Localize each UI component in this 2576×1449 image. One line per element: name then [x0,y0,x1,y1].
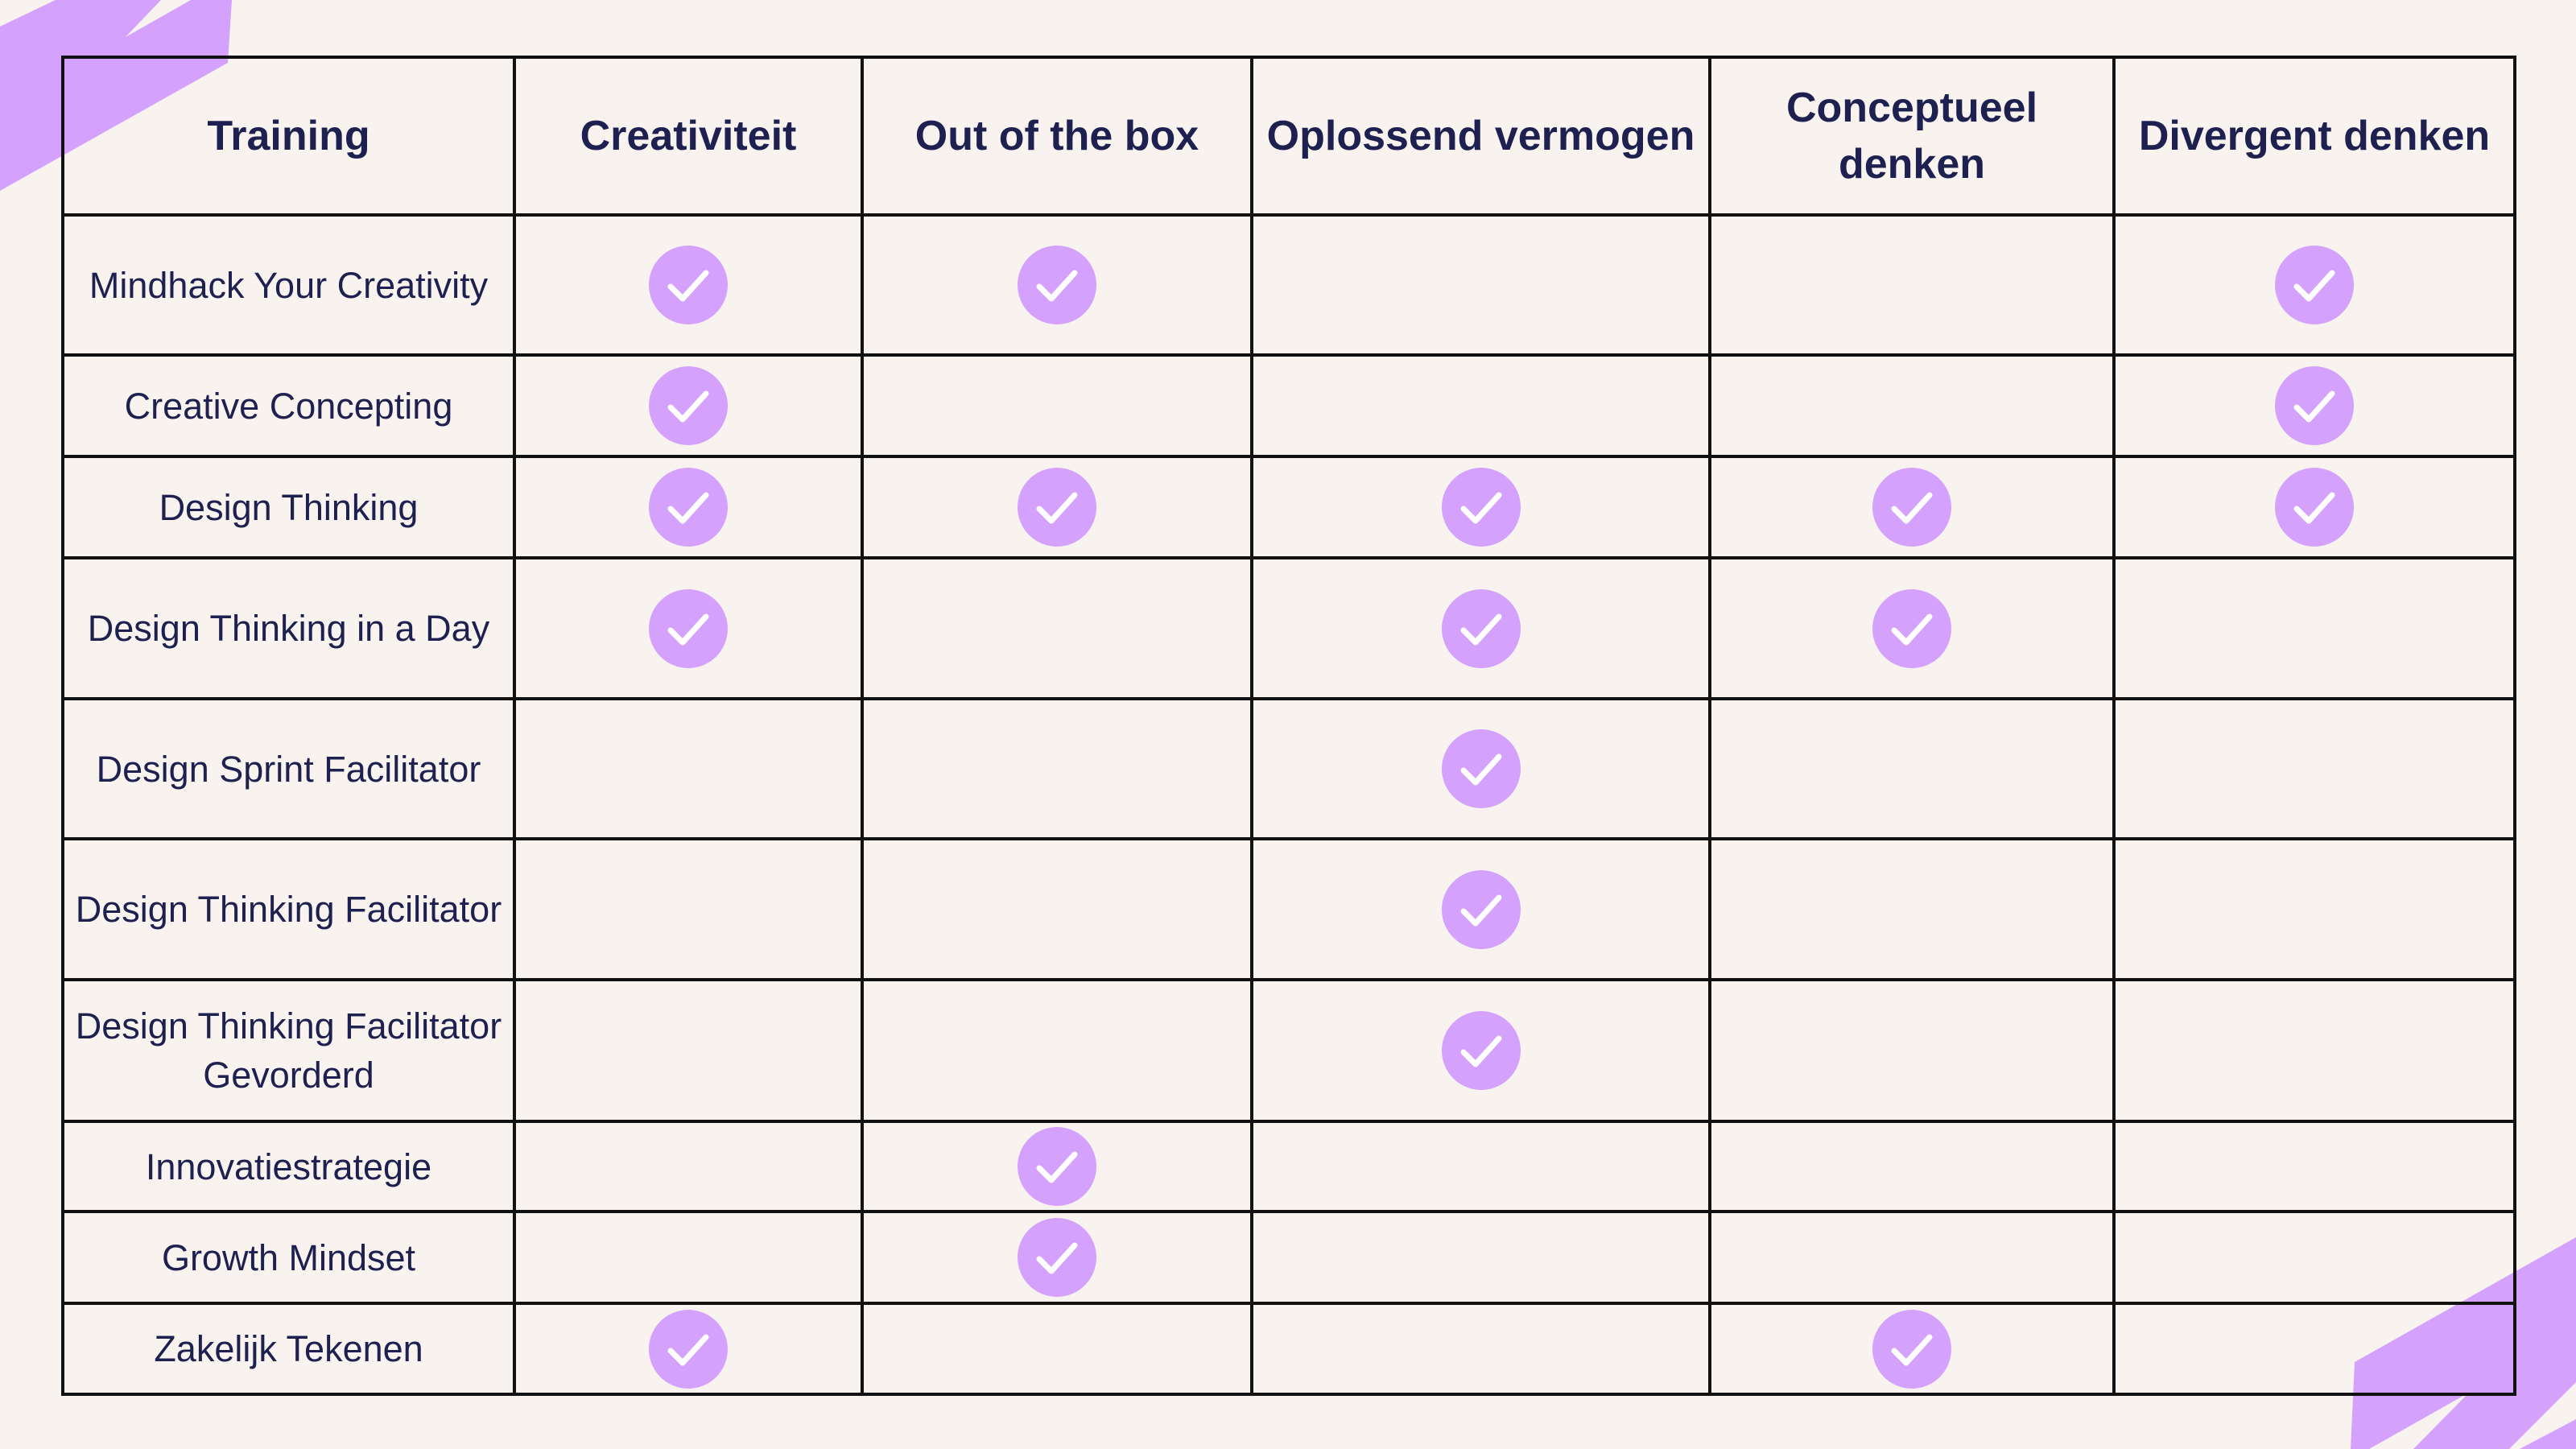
table-row: Design Thinking [61,455,2516,559]
skill-cell [861,1210,1253,1305]
skill-cell [2112,978,2516,1123]
check-circle-icon [2275,468,2354,547]
training-name: Design Thinking in a Day [61,556,516,700]
check-circle-icon [649,366,728,445]
table-row: Design Thinking in a Day [61,556,2516,700]
check-circle-icon [1018,246,1096,324]
skill-cell [1708,556,2116,700]
skill-cell [513,1210,864,1305]
skill-cell [1250,697,1711,840]
column-header: Oplossend vermogen [1250,56,1711,217]
check-circle-icon [649,468,728,547]
table-row: Design Sprint Facilitator [61,697,2516,840]
skill-cell [861,455,1253,559]
skill-cell [1250,1210,1711,1305]
skill-cell [861,1302,1253,1396]
table-row: Mindhack Your Creativity [61,213,2516,357]
skill-cell [2112,697,2516,840]
skill-cell [2112,455,2516,559]
skill-cell [2112,1302,2516,1396]
table-row: Creative Concepting [61,353,2516,458]
skill-cell [1250,1120,1711,1213]
skill-cell [1250,455,1711,559]
skill-cell [861,1120,1253,1213]
check-circle-icon [1441,869,1521,949]
skill-cell [513,455,864,559]
table-row: Innovatiestrategie [61,1120,2516,1213]
table-row: Growth Mindset [61,1210,2516,1305]
check-circle-icon [2275,246,2354,324]
training-comparison-table: Training Creativiteit Out of the box Oploss… [61,56,2516,1396]
check-circle-icon [1441,1011,1521,1090]
skill-cell [861,697,1253,840]
check-circle-icon [1018,1127,1096,1206]
skill-cell [513,556,864,700]
column-header: Out of the box [861,56,1253,217]
skill-cell [513,697,864,840]
skill-cell [513,1120,864,1213]
training-name: Growth Mindset [61,1210,516,1305]
skill-cell [1708,213,2116,357]
check-circle-icon [1872,468,1951,547]
skill-cell [2112,1210,2516,1305]
skill-cell [513,213,864,357]
training-name: Zakelijk Tekenen [61,1302,516,1396]
skill-cell [1708,837,2116,981]
skill-cell [861,556,1253,700]
skill-cell [1708,353,2116,458]
check-circle-icon [2275,366,2354,445]
check-circle-icon [1441,468,1521,547]
skill-cell [1250,978,1711,1123]
skill-cell [2112,556,2516,700]
skill-cell [861,213,1253,357]
header-row: Training Creativiteit Out of the box Oploss… [61,56,2516,217]
check-circle-icon [649,246,728,324]
column-header: Training [61,56,516,217]
check-circle-icon [649,1309,728,1389]
table-row: Design Thinking Facilitator [61,837,2516,981]
skill-cell [2112,837,2516,981]
training-name: Design Thinking [61,455,516,559]
skill-cell [1708,978,2116,1123]
skill-cell [2112,213,2516,357]
skill-cell [861,353,1253,458]
skill-cell [1708,1302,2116,1396]
skill-cell [2112,1120,2516,1213]
training-name: Design Sprint Facilitator [61,697,516,840]
skill-cell [513,837,864,981]
skill-cell [1708,1120,2116,1213]
skill-cell [513,978,864,1123]
training-name: Innovatiestrategie [61,1120,516,1213]
skill-cell [513,1302,864,1396]
check-circle-icon [1872,1309,1951,1389]
skill-cell [513,353,864,458]
column-header: Divergent denken [2112,56,2516,217]
check-circle-icon [1441,588,1521,668]
column-header: Creativiteit [513,56,864,217]
table-row: Design Thinking Facilitator Gevorderd [61,978,2516,1123]
skill-cell [861,837,1253,981]
table-row: Zakelijk Tekenen [61,1302,2516,1396]
training-name: Creative Concepting [61,353,516,458]
skill-cell [861,978,1253,1123]
skill-cell [1708,697,2116,840]
training-name: Design Thinking Facilitator Gevorderd [61,978,516,1123]
check-circle-icon [1018,468,1096,547]
training-name: Mindhack Your Creativity [61,213,516,357]
skill-cell [1250,213,1711,357]
skill-cell [1708,455,2116,559]
check-circle-icon [649,588,728,668]
skill-cell [1708,1210,2116,1305]
column-header: Conceptueel denken [1708,56,2116,217]
check-circle-icon [1441,729,1521,808]
skill-cell [1250,556,1711,700]
skill-cell [1250,353,1711,458]
check-circle-icon [1872,588,1951,668]
skill-cell [2112,353,2516,458]
training-name: Design Thinking Facilitator [61,837,516,981]
skill-cell [1250,1302,1711,1396]
skill-cell [1250,837,1711,981]
check-circle-icon [1018,1218,1096,1297]
